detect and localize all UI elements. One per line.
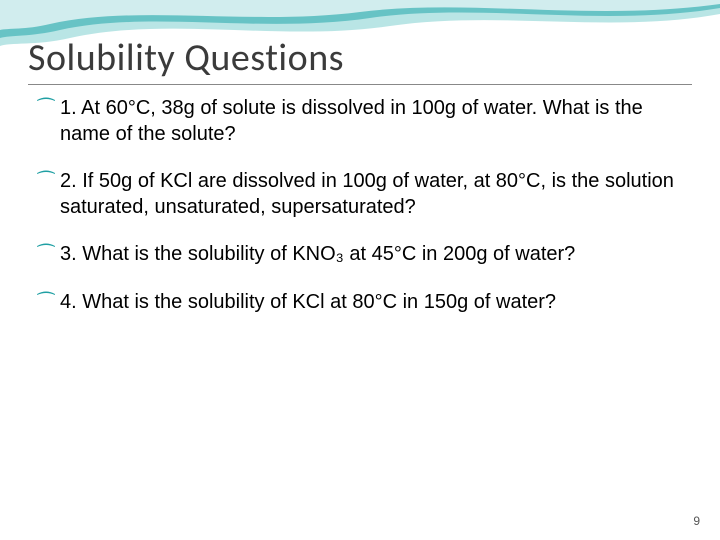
item-text: 2. If 50g of KCl are dissolved in 100g o… — [60, 170, 674, 218]
item-text: 4. What is the solubility of KCl at 80°C… — [60, 291, 556, 313]
content-area: ⁀ 1. At 60°C, 38g of solute is dissolved… — [38, 96, 692, 338]
list-item: ⁀ 1. At 60°C, 38g of solute is dissolved… — [38, 96, 692, 147]
item-text: 1. At 60°C, 38g of solute is dissolved i… — [60, 97, 643, 145]
title-underline — [28, 84, 692, 85]
item-text: 3. What is the solubility of KNO₃ at 45°… — [60, 243, 575, 265]
page-number: 9 — [693, 514, 700, 528]
slide-title: Solubility Questions — [28, 35, 344, 81]
bullet-icon: ⁀ — [38, 244, 54, 270]
list-item: ⁀ 3. What is the solubility of KNO₃ at 4… — [38, 242, 692, 268]
list-item: ⁀ 2. If 50g of KCl are dissolved in 100g… — [38, 169, 692, 220]
list-item: ⁀ 4. What is the solubility of KCl at 80… — [38, 290, 692, 316]
bullet-icon: ⁀ — [38, 98, 54, 124]
bullet-icon: ⁀ — [38, 171, 54, 197]
bullet-icon: ⁀ — [38, 292, 54, 318]
